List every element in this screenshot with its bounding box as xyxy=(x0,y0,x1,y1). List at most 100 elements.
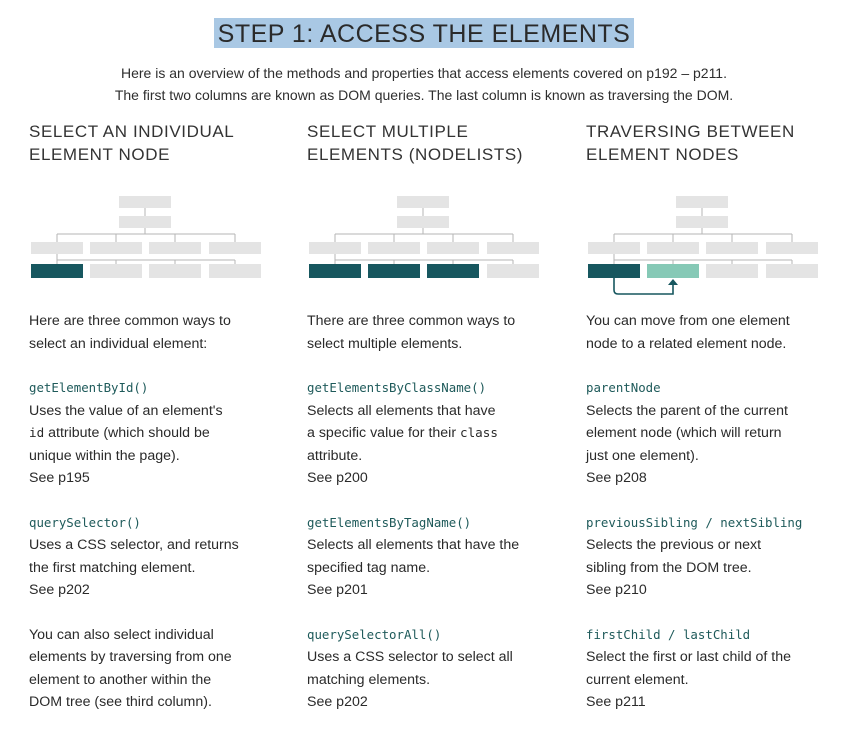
column-heading-line: SELECT MULTIPLE xyxy=(307,122,469,141)
method-description: Select the first or last child of the cu… xyxy=(586,646,841,691)
method-name: querySelector() xyxy=(29,514,141,530)
dom-tree-diagram-traversing xyxy=(586,190,822,300)
tree-node-selected xyxy=(368,264,420,278)
column-heading-line: ELEMENT NODES xyxy=(586,145,739,164)
tree-node xyxy=(149,264,201,278)
column-lead: There are three common ways to select mu… xyxy=(307,310,562,355)
column-heading: SELECT MULTIPLE ELEMENTS (NODELISTS) xyxy=(307,120,562,170)
method-name: getElementById() xyxy=(29,380,149,395)
method-description: Uses the value of an element's id attrib… xyxy=(29,400,284,468)
method-description: Uses a CSS selector to select all matchi… xyxy=(307,646,562,691)
dom-tree-diagram-multiple xyxy=(307,190,543,300)
desc-text: Uses a CSS selector to select all xyxy=(307,649,513,665)
column-select-individual: SELECT AN INDIVIDUAL ELEMENT NODE xyxy=(29,120,284,710)
desc-text: specified tag name. xyxy=(307,559,431,576)
method-name: getElementsByTagName() xyxy=(307,514,472,530)
closing-line: element to another within the xyxy=(29,671,212,688)
lead-line: node to a related element node. xyxy=(586,335,787,352)
method-sibling: previousSibling / nextSibling Selects th… xyxy=(586,512,841,602)
tree-node-selected xyxy=(31,264,83,278)
closing-line: DOM tree (see third column). xyxy=(29,694,212,710)
tree-node-selected xyxy=(309,264,361,278)
page-reference: See p208 xyxy=(586,470,647,486)
column-lead: You can move from one element node to a … xyxy=(586,310,841,355)
desc-text: just one element). xyxy=(586,447,699,464)
tree-node xyxy=(368,242,420,254)
tree-node xyxy=(309,242,361,254)
desc-text: Selects the previous or next xyxy=(586,537,762,553)
method-description: Selects the previous or next sibling fro… xyxy=(586,534,841,579)
tree-node-root xyxy=(397,196,449,208)
method-queryselectorall: querySelectorAll() Uses a CSS selector t… xyxy=(307,624,562,714)
method-getelementsbytagname: getElementsByTagName() Selects all eleme… xyxy=(307,512,562,602)
column-heading: SELECT AN INDIVIDUAL ELEMENT NODE xyxy=(29,120,284,170)
column-body: There are three common ways to select mu… xyxy=(307,310,562,736)
method-child: firstChild / lastChild Select the first … xyxy=(586,624,841,714)
desc-text: the first matching element. xyxy=(29,559,196,576)
closing-line: elements by traversing from one xyxy=(29,649,232,665)
closing-note: You can also select individual elements … xyxy=(29,624,284,714)
method-description: Selects the parent of the current elemen… xyxy=(586,400,841,468)
tree-node xyxy=(209,242,261,254)
desc-text: sibling from the DOM tree. xyxy=(586,559,752,576)
tree-node xyxy=(487,264,539,278)
lead-line: You can move from one element xyxy=(586,313,790,329)
tree-node-root xyxy=(676,196,728,208)
lead-line: select an individual element: xyxy=(29,335,208,352)
tree-node xyxy=(487,242,539,254)
desc-text: matching elements. xyxy=(307,671,431,688)
desc-text: unique within the page). xyxy=(29,447,180,464)
page-reference: See p202 xyxy=(29,582,90,598)
column-heading-line: TRAVERSING BETWEEN xyxy=(586,122,795,141)
tree-node xyxy=(90,264,142,278)
desc-text: current element. xyxy=(586,671,689,688)
intro-line-2: The first two columns are known as DOM q… xyxy=(114,87,734,103)
method-description: Selects all elements that have a specifi… xyxy=(307,400,562,468)
tree-node xyxy=(647,242,699,254)
page-reference: See p200 xyxy=(307,470,368,486)
tree-node xyxy=(90,242,142,254)
tree-node xyxy=(766,242,818,254)
method-getelementbyid: getElementById() Uses the value of an el… xyxy=(29,377,284,490)
lead-line: Here are three common ways to xyxy=(29,313,231,329)
method-parentnode: parentNode Selects the parent of the cur… xyxy=(586,377,841,490)
column-heading-line: ELEMENTS (NODELISTS) xyxy=(307,145,524,164)
method-getelementsbyclassname: getElementsByClassName() Selects all ele… xyxy=(307,377,562,490)
method-name: parentNode xyxy=(586,380,661,395)
page-reference: See p195 xyxy=(29,470,90,486)
intro-line-1: Here is an overview of the methods and p… xyxy=(121,65,727,81)
desc-text: Selects all elements that have xyxy=(307,402,496,419)
tree-node-selected xyxy=(588,264,640,278)
tree-node-target xyxy=(647,264,699,278)
column-body: Here are three common ways to select an … xyxy=(29,310,284,714)
desc-text: attribute (which should be xyxy=(44,425,210,441)
page-reference: See p201 xyxy=(307,582,368,598)
desc-text: attribute. xyxy=(307,447,363,464)
column-heading: TRAVERSING BETWEEN ELEMENT NODES xyxy=(586,120,841,170)
page-reference: See p211 xyxy=(586,694,646,710)
column-heading-line: ELEMENT NODE xyxy=(29,145,171,164)
desc-text: Selects the parent of the current xyxy=(586,402,788,419)
desc-text: element node (which will return xyxy=(586,425,782,441)
inline-code: class xyxy=(459,425,498,440)
closing-line: You can also select individual xyxy=(29,626,214,643)
title-wrap: STEP 1: ACCESS THE ELEMENTS xyxy=(0,18,848,48)
column-lead: Here are three common ways to select an … xyxy=(29,310,284,355)
tree-node xyxy=(676,216,728,228)
method-name: querySelectorAll() xyxy=(307,626,442,642)
column-body: You can move from one element node to a … xyxy=(586,310,841,736)
column-traversing: TRAVERSING BETWEEN ELEMENT NODES xyxy=(586,120,841,710)
tree-node-root xyxy=(119,196,171,208)
dom-tree-diagram-individual xyxy=(29,190,265,300)
method-queryselector: querySelector() Uses a CSS selector, and… xyxy=(29,512,284,602)
desc-text: Uses a CSS selector, and returns xyxy=(29,537,239,553)
tree-node xyxy=(706,264,758,278)
method-name: getElementsByClassName() xyxy=(307,380,487,395)
desc-text: Select the first or last child of the xyxy=(586,649,792,665)
column-select-multiple: SELECT MULTIPLE ELEMENTS (NODELISTS) xyxy=(307,120,562,710)
desc-text: Selects all elements that have the xyxy=(307,537,520,553)
page-reference: See p202 xyxy=(307,694,368,710)
tree-node xyxy=(31,242,83,254)
tree-node xyxy=(119,216,171,228)
arrow-head-icon xyxy=(668,279,678,285)
